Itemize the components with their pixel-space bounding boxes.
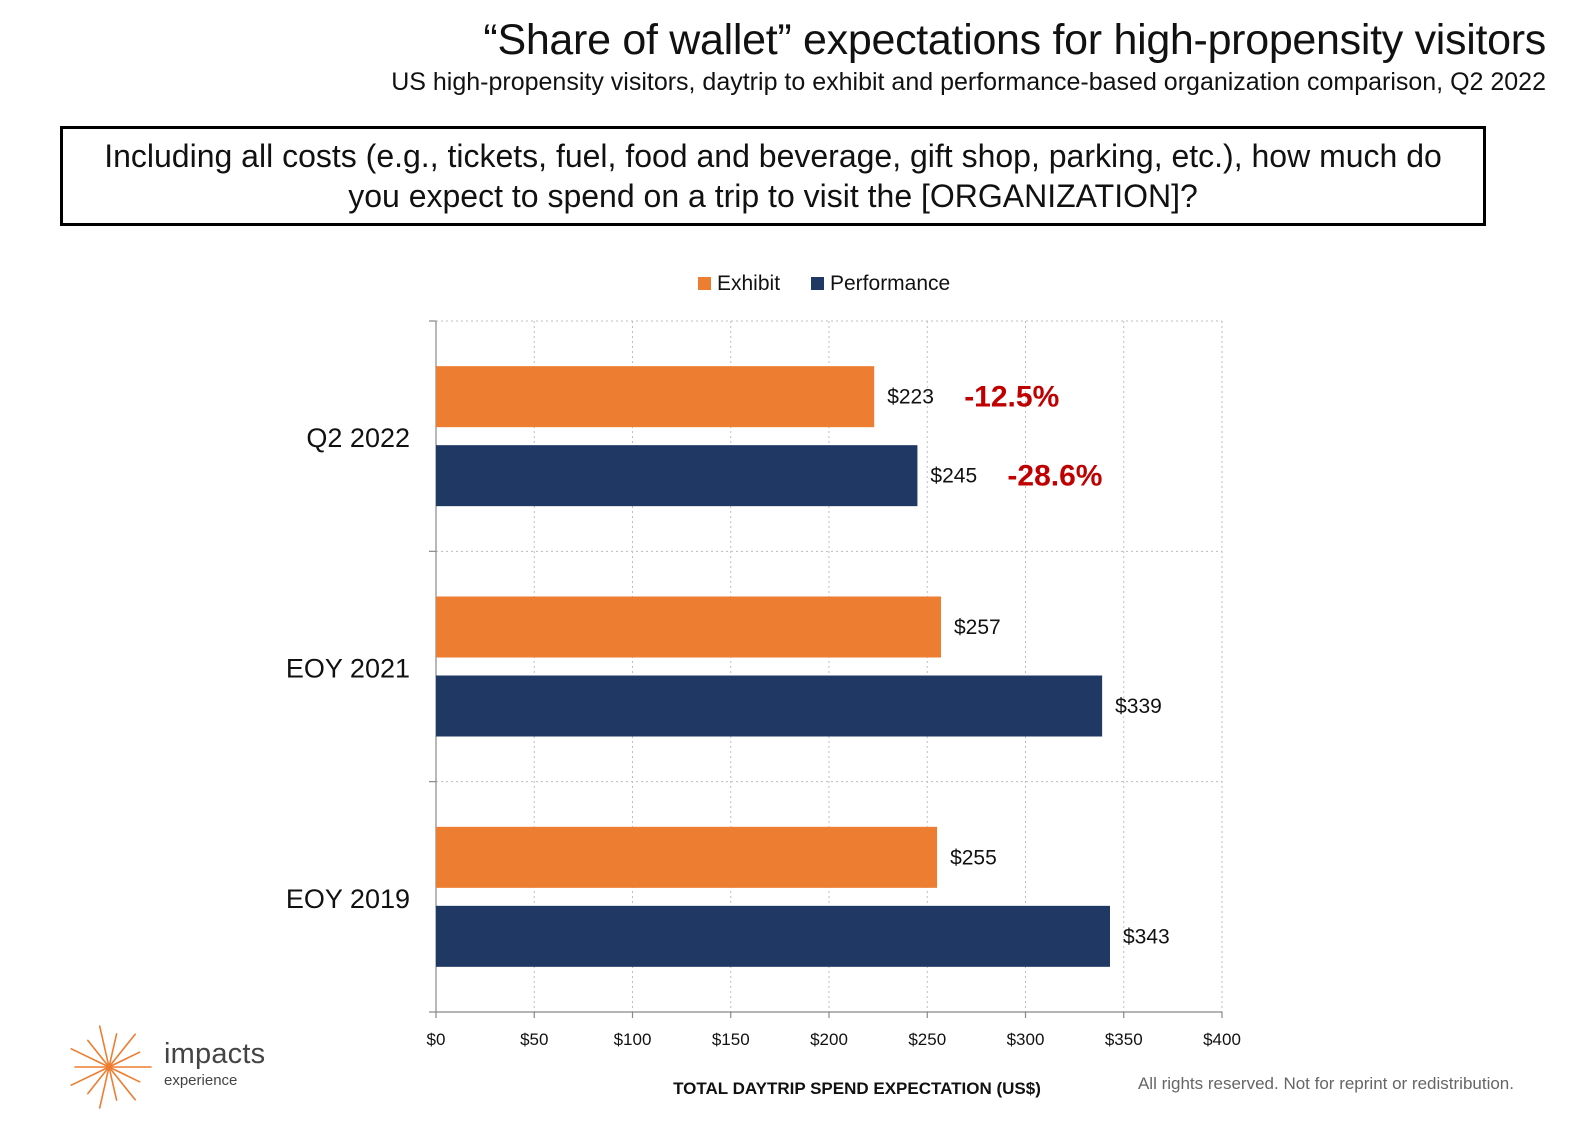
starburst-ray xyxy=(108,1051,141,1068)
starburst-ray xyxy=(108,1033,136,1068)
x-tick-label: $200 xyxy=(810,1030,848,1049)
x-axis-title: TOTAL DAYTRIP SPEND EXPECTATION (US$) xyxy=(673,1079,1041,1098)
starburst-ray xyxy=(86,1039,110,1068)
survey-question-box: Including all costs (e.g., tickets, fuel… xyxy=(60,126,1486,226)
legend-swatch-exhibit xyxy=(698,277,711,290)
x-tick-label: $350 xyxy=(1105,1030,1143,1049)
page-title: “Share of wallet” expectations for high-… xyxy=(483,16,1546,64)
bar-value-label: $245 xyxy=(930,465,977,488)
starburst-ray xyxy=(86,1066,110,1095)
x-tick-label: $100 xyxy=(614,1030,652,1049)
starburst-icon xyxy=(70,1025,152,1109)
bar-exhibit xyxy=(436,826,938,888)
starburst-ray xyxy=(98,1025,110,1068)
bar-chart: $0 $50 $100 $150 $200 $250 $300 $350 $400 Q2 2022… xyxy=(286,272,1241,1098)
starburst-ray xyxy=(70,1066,110,1087)
bar-performance xyxy=(436,905,1110,967)
bar-value-label: $339 xyxy=(1115,695,1162,718)
y-category-label: EOY 2021 xyxy=(286,654,410,684)
x-tick-label: $0 xyxy=(427,1030,446,1049)
x-tick-label: $300 xyxy=(1007,1030,1045,1049)
page-subtitle: US high-propensity visitors, daytrip to … xyxy=(391,68,1546,96)
bar-performance xyxy=(436,675,1103,737)
bar-value-label: $343 xyxy=(1123,925,1170,948)
starburst-ray xyxy=(108,1066,136,1101)
y-category-label: EOY 2019 xyxy=(286,884,410,914)
x-tick-label: $150 xyxy=(712,1030,750,1049)
starburst-ray xyxy=(108,1033,118,1068)
bar-performance xyxy=(436,445,918,507)
legend-label-performance: Performance xyxy=(830,272,950,295)
x-tick-label: $250 xyxy=(908,1030,946,1049)
y-category-label: Q2 2022 xyxy=(306,423,410,453)
bar-value-label: $223 xyxy=(887,386,934,409)
impacts-logo: impacts experience xyxy=(64,1022,284,1112)
bar-exhibit xyxy=(436,596,942,658)
survey-question-text: Including all costs (e.g., tickets, fuel… xyxy=(104,138,1442,214)
legend-swatch-performance xyxy=(811,277,824,290)
x-tick-label: $400 xyxy=(1203,1030,1241,1049)
logo-subtext: experience xyxy=(164,1072,238,1089)
starburst-ray xyxy=(108,1066,141,1083)
starburst-ray xyxy=(108,1066,118,1101)
rights-notice: All rights reserved. Not for reprint or … xyxy=(1137,1074,1514,1093)
bar-value-label: $257 xyxy=(954,616,1001,639)
logo-wordmark: impacts xyxy=(164,1038,266,1070)
bar-value-label: $255 xyxy=(950,846,997,869)
change-annotation: -12.5% xyxy=(964,381,1059,414)
starburst-ray xyxy=(98,1066,110,1109)
starburst-ray xyxy=(70,1047,110,1068)
legend-label-exhibit: Exhibit xyxy=(717,272,780,295)
change-annotation: -28.6% xyxy=(1007,460,1102,493)
bar-exhibit xyxy=(436,366,875,428)
x-tick-label: $50 xyxy=(520,1030,548,1049)
